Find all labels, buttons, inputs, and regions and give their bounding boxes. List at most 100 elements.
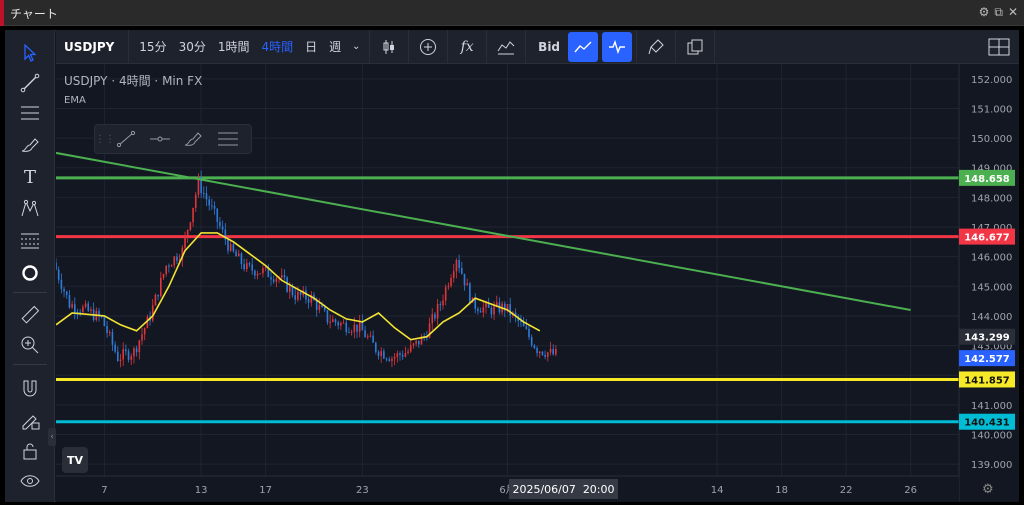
candle-body	[270, 277, 272, 280]
time-tick-label: 26	[904, 485, 917, 496]
timeframe-30m[interactable]: 30分	[178, 40, 206, 54]
unlock-icon[interactable]	[16, 438, 44, 464]
indicators-icon[interactable]: fx	[460, 38, 474, 55]
templates-icon[interactable]	[491, 32, 521, 62]
candle-body	[350, 331, 353, 333]
candle-body	[383, 351, 385, 359]
magnet-icon[interactable]	[16, 376, 44, 402]
timeframe-15m[interactable]: 15分	[139, 40, 167, 54]
timeframe-week[interactable]: 週	[329, 40, 342, 54]
time-tick-label: 22	[840, 485, 853, 496]
candle-body	[412, 343, 415, 346]
candle-body	[200, 177, 202, 194]
candle-body	[547, 352, 549, 357]
bid-ask-toggle[interactable]: Bid	[538, 39, 561, 54]
symbol-selector[interactable]: USDJPY	[64, 39, 115, 54]
candle-body	[305, 290, 307, 300]
layout-icon[interactable]	[985, 33, 1013, 61]
candle-body	[345, 322, 348, 332]
float-hline-icon[interactable]	[143, 125, 177, 153]
float-lines-icon[interactable]	[211, 125, 245, 153]
text-tool-icon[interactable]: T	[23, 166, 36, 188]
candle-body	[237, 253, 240, 257]
candle-body	[439, 304, 442, 306]
candle-body	[119, 359, 122, 361]
candle-body	[213, 205, 216, 209]
candle-body	[332, 319, 334, 322]
candle-body	[442, 300, 444, 306]
candle-body	[122, 349, 124, 360]
zoom-in-icon[interactable]	[16, 332, 44, 358]
timeframe-1h[interactable]: 1時間	[217, 40, 250, 54]
price-label-text: 148.658	[964, 174, 1010, 185]
candlestick-type-icon[interactable]	[374, 32, 404, 62]
candle-body	[536, 348, 538, 353]
candle-body	[493, 305, 495, 315]
price-tick-label: 148.000	[971, 193, 1012, 204]
ruler-icon[interactable]	[16, 302, 44, 328]
price-axis: 152.000 151.000 150.000 149.000 148.000 147.0…	[958, 64, 1019, 502]
trendline-tool-icon[interactable]	[16, 70, 44, 96]
lock-drawings-icon[interactable]	[16, 408, 44, 434]
brush-clear-icon[interactable]	[641, 32, 671, 62]
candle-body	[461, 268, 463, 274]
price-chart[interactable]: 152.000 151.000 150.000 149.000 148.000 147.0…	[56, 64, 1019, 502]
candle-body	[178, 259, 181, 261]
candle-body	[60, 279, 63, 289]
candle-body	[366, 336, 369, 338]
popout-icon[interactable]: ⧉	[994, 5, 1003, 19]
candle-body	[264, 267, 267, 269]
pulse-toggle-icon[interactable]	[602, 31, 633, 62]
close-icon[interactable]: ✕	[1007, 5, 1018, 19]
legend-indicator[interactable]: EMA	[64, 95, 86, 106]
candle-body	[224, 229, 227, 240]
fib-tool-icon[interactable]	[16, 228, 44, 254]
timeframe-day[interactable]: 日	[305, 40, 318, 54]
float-brush-icon[interactable]	[177, 125, 211, 153]
candle-body	[356, 324, 358, 332]
cursor-icon[interactable]	[16, 40, 44, 66]
float-trendline-icon[interactable]	[109, 125, 143, 153]
candle-body	[186, 229, 189, 237]
floating-drawing-toolbar: ⋮⋮	[94, 124, 252, 154]
line-chart-toggle-icon[interactable]	[568, 31, 599, 62]
candle-body	[138, 340, 141, 353]
candle-body	[396, 353, 399, 357]
candle-body	[90, 309, 92, 311]
window-titlebar: チャート ⚙ ⧉ ✕	[0, 0, 1024, 26]
candle-body	[318, 305, 321, 310]
candle-body	[533, 345, 536, 349]
candle-body	[337, 322, 339, 326]
candle-body	[307, 299, 310, 303]
collapse-toolbar-icon[interactable]: ‹	[48, 428, 56, 446]
drag-handle-icon[interactable]: ⋮⋮	[95, 133, 115, 145]
legend-timeframe: 4時間	[118, 74, 151, 88]
visibility-eye-icon[interactable]	[16, 468, 44, 494]
candle-body	[184, 236, 186, 248]
shape-circle-icon[interactable]	[16, 260, 44, 286]
horizontal-lines-tool-icon[interactable]	[16, 100, 44, 126]
price-tick-label: 147.000	[971, 223, 1012, 234]
timeframe-dropdown-icon[interactable]: ⌄	[351, 41, 361, 52]
candle-body	[375, 342, 377, 352]
candle-body	[490, 307, 493, 315]
settings-icon[interactable]: ⚙	[978, 5, 990, 19]
pattern-tool-icon[interactable]	[16, 196, 44, 222]
candle-body	[342, 322, 345, 324]
brush-tool-icon[interactable]	[16, 132, 44, 158]
candle-body	[549, 348, 552, 353]
duplicate-icon[interactable]	[680, 32, 710, 62]
chart-settings-gear-icon[interactable]: ⚙	[982, 482, 994, 497]
candle-body	[393, 356, 396, 359]
price-label-text: 140.431	[964, 418, 1010, 429]
timeframe-4h[interactable]: 4時間	[261, 40, 294, 54]
candle-body	[380, 351, 382, 356]
trendline	[56, 151, 911, 311]
compare-add-icon[interactable]	[413, 32, 443, 62]
candle-body	[267, 267, 270, 278]
price-tick-label: 139.000	[971, 460, 1012, 471]
candle-body	[275, 278, 278, 282]
candle-body	[455, 260, 458, 272]
candle-body	[434, 314, 436, 319]
time-tick-label: 14	[711, 485, 724, 496]
